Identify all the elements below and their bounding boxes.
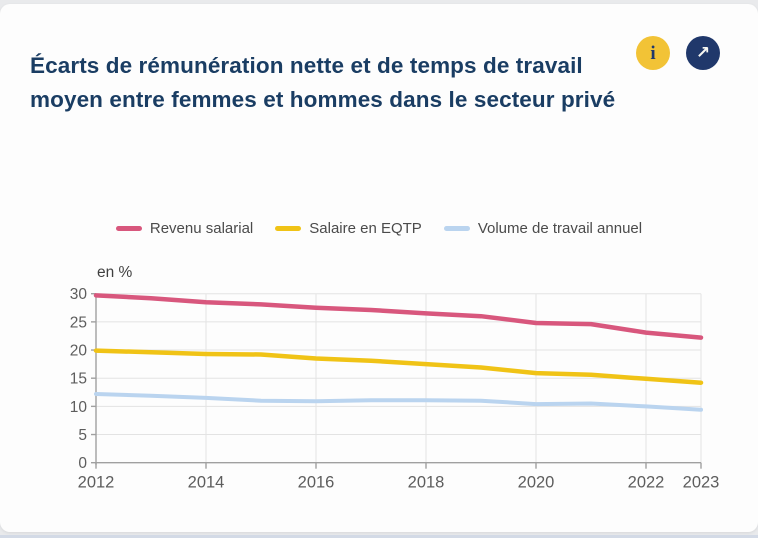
x-tick-label: 2022 bbox=[628, 474, 665, 492]
legend-item-salaire-en-eqtp[interactable]: Salaire en EQTP bbox=[275, 220, 422, 237]
legend-swatch bbox=[275, 226, 302, 231]
open-link-button[interactable]: ↗ bbox=[686, 36, 720, 70]
legend-label: Salaire en EQTP bbox=[309, 220, 422, 237]
y-tick-label: 20 bbox=[70, 343, 88, 360]
y-tick-label: 5 bbox=[78, 427, 87, 444]
x-tick-label: 2020 bbox=[518, 474, 555, 492]
x-tick-label: 2014 bbox=[188, 474, 225, 492]
line-chart: 0 5 10 15 20 25 30 2012 2014 2016 2018 2020 2022 2023… bbox=[0, 254, 758, 514]
legend-swatch bbox=[115, 226, 142, 231]
info-icon: i bbox=[650, 42, 656, 64]
info-button[interactable]: i bbox=[636, 36, 670, 70]
chart-card: Écarts de rémunération nette et de temps… bbox=[0, 4, 758, 532]
legend-item-revenu-salarial[interactable]: Revenu salarial bbox=[115, 220, 254, 237]
y-tick-label: 0 bbox=[78, 455, 87, 472]
legend-label: Volume de travail annuel bbox=[477, 220, 643, 237]
series-line-salaire-en-eqtp[interactable] bbox=[93, 348, 704, 385]
y-tick-label: 15 bbox=[70, 371, 87, 388]
y-tick-label: 10 bbox=[70, 399, 88, 416]
page-title: Écarts de rémunération nette et de temps… bbox=[30, 53, 616, 113]
line-chart-svg: 0 5 10 15 20 25 30 2012 2014 2016 2018 2020 2022 2023… bbox=[70, 264, 720, 492]
x-tick-label: 2023 bbox=[683, 474, 720, 492]
external-link-icon: ↗ bbox=[695, 42, 711, 63]
x-tick-label: 2018 bbox=[408, 474, 445, 492]
legend-item-volume-de-travail-annuel[interactable]: Volume de travail annuel bbox=[443, 220, 643, 237]
legend-label: Revenu salarial bbox=[149, 220, 254, 237]
y-tick-label: 25 bbox=[70, 314, 87, 331]
chart-legend: Revenu salarial Salaire en EQTP Volume de … bbox=[0, 220, 758, 237]
legend-swatch bbox=[443, 226, 470, 231]
bottom-divider bbox=[0, 535, 758, 538]
series-line-volume-de-travail-annuel[interactable] bbox=[94, 392, 703, 412]
y-tick-label: 30 bbox=[70, 286, 88, 303]
x-tick-label: 2012 bbox=[78, 474, 115, 492]
series-line-revenu-salarial[interactable] bbox=[93, 293, 704, 340]
unit-label: en % bbox=[97, 264, 133, 281]
x-tick-label: 2016 bbox=[298, 474, 335, 492]
